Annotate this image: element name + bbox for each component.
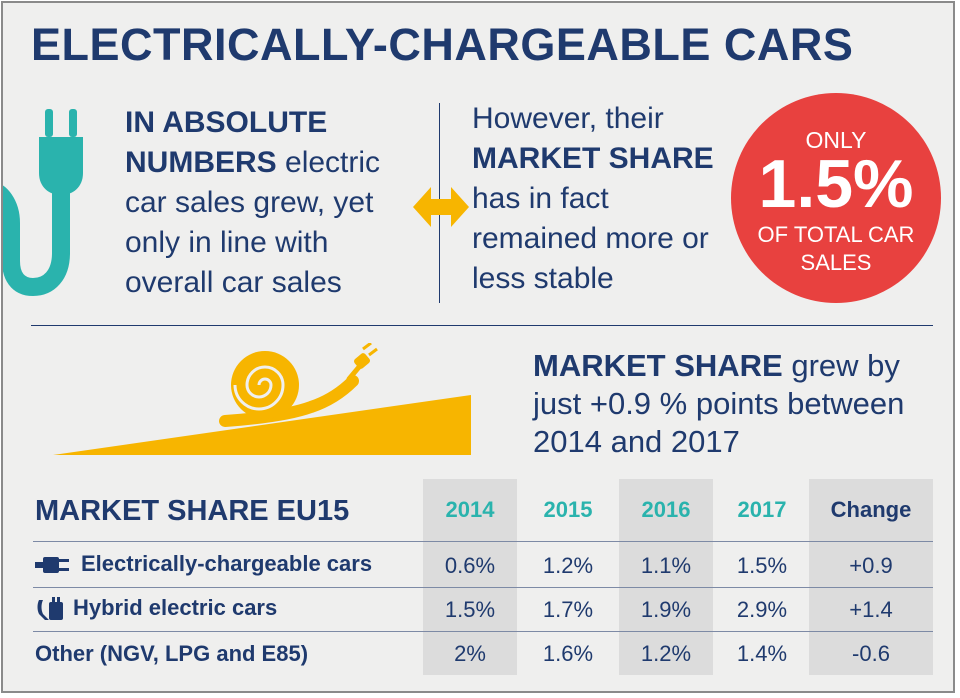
snail-icon [219,343,378,427]
row-label-text: Other (NGV, LPG and E85) [35,641,309,666]
badge-top-text: ONLY [805,127,867,153]
table-title: MARKET SHARE EU15 [35,495,350,527]
growth-bold: MARKET SHARE [533,348,783,383]
plug-icon [35,557,69,574]
snail-ramp-illustration [53,343,471,455]
column-header-change: Change [830,497,912,522]
fuel-plug-icon [37,597,63,621]
table-cell: 1.6% [542,641,594,666]
share-badge: ONLY 1.5% OF TOTAL CAR SALES [731,93,941,303]
row-label-text: Hybrid electric cars [73,595,278,620]
table-cell: +1.4 [849,597,893,622]
table-cell: 2.9% [736,597,788,622]
badge-bottom-text: OF TOTAL CAR SALES [757,222,915,275]
table-cell: 1.7% [542,597,594,622]
plug-icon [3,109,83,297]
absolute-numbers-rest: electric car sales grew, yet only in lin… [125,146,381,299]
column-header-2017: 2017 [737,497,787,522]
market-share-text: However, their MARKET SHARE has in fact … [472,99,732,299]
table-cell: 2% [454,641,486,666]
table-cell: 1.5% [444,597,496,622]
table-cell: 1.1% [640,553,692,578]
row-divider [33,541,933,542]
row-divider [33,587,933,588]
table-cell: 1.2% [640,641,692,666]
growth-text: MARKET SHARE grew by just +0.9 % points … [533,347,933,461]
table-cell: 0.6% [444,553,496,578]
column-header-2014: 2014 [445,497,495,522]
row-label-text: Electrically-chargeable cars [81,551,373,576]
market-share-lead: However, their [472,102,664,135]
absolute-numbers-bold: IN ABSOLUTE NUMBERS [125,106,328,179]
market-share-table: MARKET SHARE EU15 2014 2015 2016 2017 Ch… [33,479,933,691]
column-header-2016: 2016 [641,497,691,522]
table-cell: 1.4% [736,641,788,666]
absolute-numbers-text: IN ABSOLUTE NUMBERS electric car sales g… [125,103,425,303]
table-cell: +0.9 [849,553,893,578]
page-title: ELECTRICALLY-CHARGEABLE CARS [31,19,854,70]
table-row-label: Electrically-chargeable cars [35,551,372,577]
table-cell: -0.6 [852,641,890,666]
badge-value: 1.5% [758,146,914,222]
table-cell: 1.2% [542,553,594,578]
double-arrow-icon [413,187,469,227]
market-share-rest: has in fact remained more or less stable [472,182,709,295]
column-header-2015: 2015 [543,497,593,522]
table-cell: 1.9% [640,597,692,622]
column-shade-change [809,479,933,675]
table-row-label: Hybrid electric cars [35,595,277,622]
column-shade-2016 [619,479,713,675]
market-share-bold: MARKET SHARE [472,142,714,175]
horizontal-divider [31,325,933,326]
table-cell: 1.5% [736,553,788,578]
growth-rest: grew by just +0.9 % points between 2014 … [533,348,905,459]
column-shade-2014 [423,479,517,675]
table-row-label: Other (NGV, LPG and E85) [35,641,308,667]
row-divider [33,631,933,632]
